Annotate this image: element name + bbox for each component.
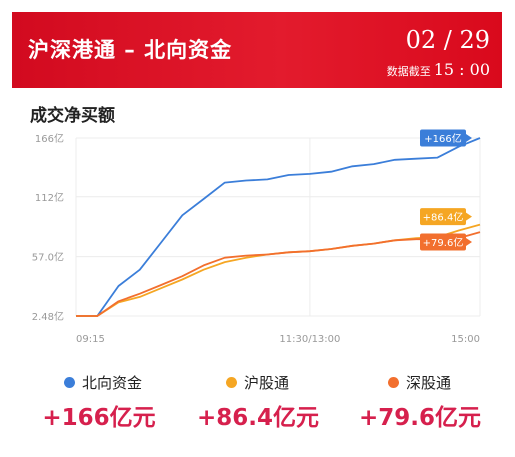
legend-north: 北向资金 [64,372,142,393]
end-label-box-0 [420,129,466,147]
header-banner: 沪深港通 – 北向资金 02 / 29 数据截至 15 : 00 [12,12,502,88]
legend-dot-north [64,377,75,388]
date-label: 02 / 29 [405,26,490,54]
total-north: +166亿元 [42,405,156,431]
x-tick-label: 09:15 [76,334,105,345]
section-title: 成交净买额 [30,106,115,126]
end-label-2: +79.6亿 [423,236,464,249]
line-chart: 2.48亿 57.0亿 112亿 166亿 09:15 11:30/13:00 15:00 +… [32,129,481,345]
legend-sh: 沪股通 [226,372,289,393]
y-tick-label: 57.0亿 [32,251,64,264]
x-tick-label: 11:30/13:00 [279,334,340,345]
end-label-pointer-0 [466,134,472,142]
legend-sz: 深股通 [388,372,451,393]
end-label-pointer-2 [466,238,472,247]
legend-label-sh: 沪股通 [244,374,290,392]
end-label-pointer-1 [466,212,472,221]
series-line-0 [76,137,481,317]
total-sz: +79.6亿元 [358,405,482,431]
y-tick-label: 112亿 [35,191,64,204]
y-tick-label: 166亿 [35,132,64,145]
y-tick-label: 2.48亿 [32,310,64,323]
data-time-value: 15 : 00 [433,60,490,79]
page-title: 沪深港通 – 北向资金 [28,38,233,62]
x-tick-label: 15:00 [451,334,480,345]
data-time-label: 数据截至 [386,65,431,78]
end-label-box-2 [420,233,466,251]
data-time: 数据截至 15 : 00 [387,60,490,79]
legend-label-north: 北向资金 [82,374,143,392]
legend-label-sz: 深股通 [406,374,452,392]
total-sh: +86.4亿元 [196,405,320,431]
legend-dot-sz [388,377,399,388]
end-label-box-1 [420,208,466,226]
end-label-0: +166亿 [424,132,461,145]
legend-dot-sh [226,377,237,388]
series-line-2 [76,231,481,317]
end-label-1: +86.4亿 [423,211,464,224]
